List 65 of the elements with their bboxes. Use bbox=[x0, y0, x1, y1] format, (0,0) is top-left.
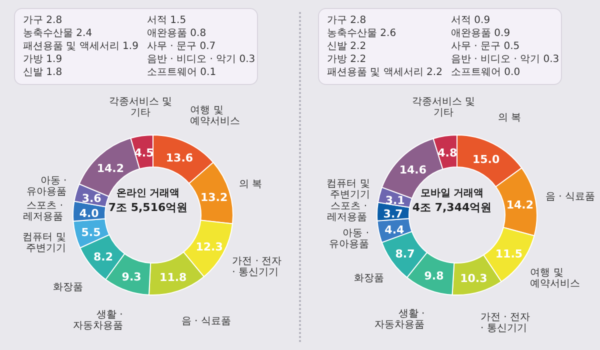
data-label: 5.5 bbox=[81, 226, 101, 239]
text: 사무 · 문구 0.5 bbox=[451, 40, 521, 53]
text: 패션용품 및 액세서리 2.2 bbox=[327, 66, 444, 79]
slice-label: 가전 · 전자 · 통신기기 bbox=[480, 312, 530, 334]
data-label: 8.2 bbox=[94, 250, 113, 264]
text: 음반 · 비디오 · 악기 0.3 bbox=[451, 53, 560, 66]
slice-label: 화장품 bbox=[354, 272, 384, 284]
text: 패션용품 및 액세서리 1.9 bbox=[23, 40, 140, 53]
text: 가구 2.8 bbox=[327, 14, 368, 27]
slice-label: 가전 · 전자 · 통신기기 bbox=[232, 256, 282, 278]
text: 소프트웨어 0.0 bbox=[451, 66, 522, 79]
slice-label: 의 복 bbox=[238, 179, 262, 190]
slice-label: 여행 및 예약서비스 bbox=[190, 104, 240, 127]
text: 가구 2.8 bbox=[23, 14, 64, 27]
slice-label: 컴퓨터 및 주변기기 bbox=[22, 232, 66, 254]
data-label: 15.0 bbox=[472, 152, 500, 166]
slice-label: 의 복 bbox=[498, 112, 522, 124]
text: 소프트웨어 0.1 bbox=[147, 66, 218, 79]
text: 서적 1.5 bbox=[147, 14, 188, 27]
text: 애완용품 0.8 bbox=[147, 27, 208, 40]
text: 서적 0.9 bbox=[451, 14, 492, 27]
data-label: 11.5 bbox=[495, 247, 523, 260]
slice-label: 스포츠 · 레저용품 bbox=[327, 201, 368, 223]
text: 가방 2.2 bbox=[327, 53, 368, 66]
data-label: 10.3 bbox=[460, 272, 488, 285]
data-label: 4.0 bbox=[79, 206, 100, 220]
data-label: 13.6 bbox=[166, 152, 194, 165]
text: 신발 2.2 bbox=[327, 40, 368, 53]
data-label: 4.4 bbox=[384, 223, 405, 236]
data-label: 12.3 bbox=[196, 240, 223, 254]
text: 음반 · 비디오 · 악기 0.3 bbox=[147, 53, 256, 66]
data-label: 3.1 bbox=[385, 194, 405, 207]
data-label: 3.6 bbox=[82, 192, 102, 205]
slice-label: 각종서비스 및 기타 bbox=[108, 96, 172, 118]
slice-label: 여행 및 예약서비스 bbox=[530, 267, 580, 290]
data-label: 3.7 bbox=[383, 207, 403, 220]
text: 가방 1.9 bbox=[23, 53, 64, 66]
data-label: 9.3 bbox=[122, 270, 142, 284]
data-label: 13.2 bbox=[200, 190, 228, 204]
data-label: 14.2 bbox=[506, 198, 534, 212]
text: 사무 · 문구 0.7 bbox=[147, 40, 217, 53]
slice-label: 생활 · 자동차용품 bbox=[72, 310, 123, 332]
slice-label: 아동 · 유아용품 bbox=[26, 176, 67, 198]
text: 애완용품 0.9 bbox=[451, 27, 512, 40]
text: 농축수산물 2.4 bbox=[23, 27, 94, 40]
slice-label: 컴퓨터 및 주변기기 bbox=[326, 178, 370, 201]
slice-label: 음 · 식료품 bbox=[545, 192, 596, 203]
data-label: 9.8 bbox=[424, 270, 444, 283]
text: 7조 5,516억원 bbox=[107, 200, 189, 215]
text: 4조 7,344억원 bbox=[411, 200, 493, 215]
text: 신발 1.8 bbox=[23, 66, 64, 79]
text: 모바일 거래액 bbox=[419, 187, 485, 200]
data-label: 4.8 bbox=[438, 146, 458, 160]
text: 농축수산물 2.6 bbox=[327, 27, 398, 40]
slice-label: 화장품 bbox=[53, 282, 84, 293]
data-label: 14.6 bbox=[399, 164, 427, 177]
slice-label: 생활 · 자동차용품 bbox=[374, 308, 425, 331]
slice-label: 아동 · 유아용품 bbox=[329, 228, 370, 250]
data-label: 11.8 bbox=[160, 270, 187, 284]
text: 온라인 거래액 bbox=[115, 187, 181, 200]
data-label: 8.7 bbox=[395, 247, 415, 260]
data-label: 14.2 bbox=[96, 162, 124, 176]
slice-label: 각종서비스 및 기타 bbox=[412, 96, 476, 119]
slice-label: 음 · 식료품 bbox=[181, 316, 231, 327]
slice-label: 스포츠 · 레저용품 bbox=[23, 200, 64, 223]
